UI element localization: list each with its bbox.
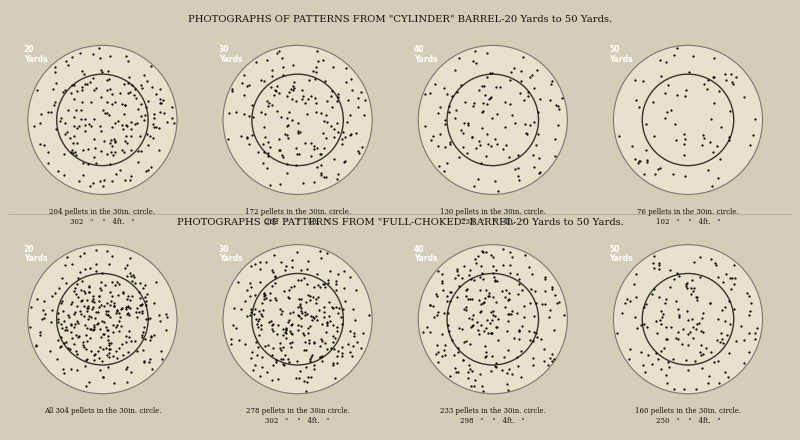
Text: 160 pellets in the 30in. circle.
250   "    "   4ft.   ": 160 pellets in the 30in. circle. 250 " "… xyxy=(635,407,741,425)
Circle shape xyxy=(418,45,567,194)
Text: 76 pellets in the 30in. circle.
102   "    "   4ft.   ": 76 pellets in the 30in. circle. 102 " " … xyxy=(637,208,739,226)
Text: PHOTOGRAPHS OF PATTERNS FROM "FULL-CHOKED" BARREL-20 Yards to 50 Yards.: PHOTOGRAPHS OF PATTERNS FROM "FULL-CHOKE… xyxy=(177,218,623,227)
Text: 20
Yards: 20 Yards xyxy=(24,45,47,64)
Circle shape xyxy=(418,245,567,394)
Text: 172 pellets in the 30in. circle.
262   "    "   4ft.   ": 172 pellets in the 30in. circle. 262 " "… xyxy=(245,208,350,226)
Circle shape xyxy=(223,245,372,394)
Circle shape xyxy=(614,245,762,394)
Text: 130 pellets in the 30in. circle.
233   "    "   4ft.   ": 130 pellets in the 30in. circle. 233 " "… xyxy=(440,208,546,226)
Circle shape xyxy=(614,45,762,194)
Text: 40
Yards: 40 Yards xyxy=(414,45,438,64)
Text: 278 pellets in the 30in circle.
302   "    "   4ft.   ": 278 pellets in the 30in circle. 302 " " … xyxy=(246,407,350,425)
Text: 233 pellets in the 30in. circle.
298   "    "   4ft.   ": 233 pellets in the 30in. circle. 298 " "… xyxy=(440,407,546,425)
Text: 30
Yards: 30 Yards xyxy=(219,245,242,264)
Circle shape xyxy=(223,45,372,194)
Circle shape xyxy=(28,45,177,194)
Text: 50
Yards: 50 Yards xyxy=(610,45,633,64)
Text: 204 pellets in the 30in. circle.
302   "    "   4ft.   ": 204 pellets in the 30in. circle. 302 " "… xyxy=(50,208,155,226)
Circle shape xyxy=(28,245,177,394)
Text: 20
Yards: 20 Yards xyxy=(24,245,47,264)
Text: PHOTOGRAPHS OF PATTERNS FROM "CYLINDER" BARREL-20 Yards to 50 Yards.: PHOTOGRAPHS OF PATTERNS FROM "CYLINDER" … xyxy=(188,15,612,24)
Text: All 304 pellets in the 30in. circle.: All 304 pellets in the 30in. circle. xyxy=(44,407,161,415)
Text: 40
Yards: 40 Yards xyxy=(414,245,438,264)
Text: 30
Yards: 30 Yards xyxy=(219,45,242,64)
Text: 50
Yards: 50 Yards xyxy=(610,245,633,264)
